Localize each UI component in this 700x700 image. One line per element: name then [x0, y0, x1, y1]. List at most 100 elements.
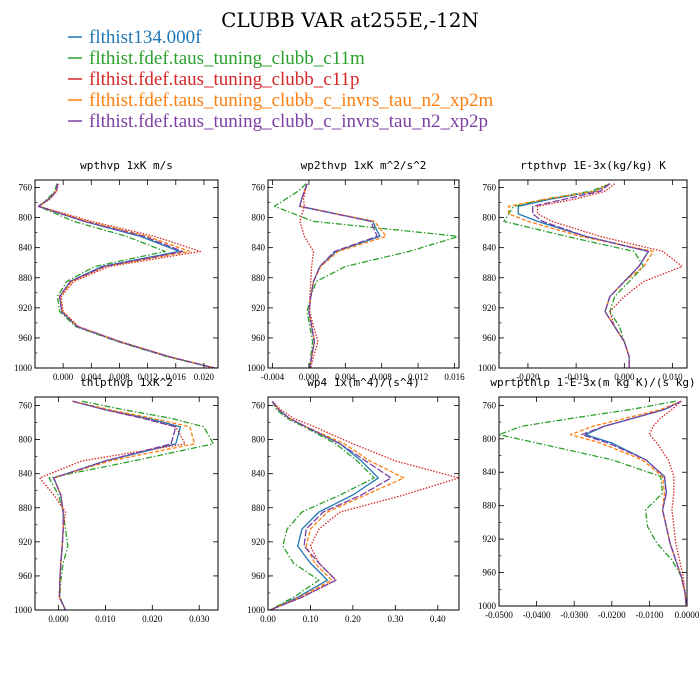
series-group: [37, 183, 215, 368]
x-tick-label: -0.004: [261, 372, 285, 382]
chart-panel: thlpthvp 1xK^2 760 800 840 880 920 960 1000 0.00…: [14, 376, 219, 624]
y-tick-label: 920: [19, 537, 33, 547]
series-group: [269, 400, 459, 610]
y-tick-label: 760: [483, 183, 497, 193]
y-tick-label: 760: [19, 183, 33, 193]
series-line-orange: [53, 400, 196, 610]
x-tick-label: 0.012: [137, 372, 157, 382]
panel-frame: [498, 396, 688, 607]
panel-frame: [34, 396, 219, 611]
series-line-purple: [53, 400, 177, 610]
x-tick-label: 0.010: [662, 372, 683, 382]
x-tick-label: 0.20: [345, 614, 361, 624]
series-line-red: [299, 183, 319, 368]
x-tick-label: 0.012: [408, 372, 428, 382]
panel-frame: [267, 396, 460, 611]
chart-panels: wpthvp 1xK m/s 760 800 840 880 920 960 1000 0.00…: [14, 159, 700, 624]
x-tick-label: 0.008: [109, 372, 130, 382]
legend-entry: flthist.fdef.taus_tuning_clubb_c11m: [89, 48, 365, 69]
series-line-green: [48, 400, 214, 610]
chart-panel: rtpthvp 1E-3x(kg/kg) K 760 800 840 880 920 960…: [478, 159, 688, 382]
series-line-purple: [299, 183, 378, 368]
series-line-red: [38, 183, 215, 368]
series-line-orange: [507, 183, 654, 368]
y-tick-label: 880: [252, 273, 266, 283]
panel-frame: [498, 179, 688, 369]
x-tick-label: 0.016: [166, 372, 187, 382]
x-tick-label: 0.004: [335, 372, 356, 382]
panel-title: wprtpthlp 1-E-3x(m kg K)/(s kg): [490, 376, 695, 389]
y-tick-label: 1000: [478, 363, 497, 373]
series-line-purple: [37, 183, 215, 368]
x-tick-label: 0.020: [142, 614, 163, 624]
y-tick-label: 1000: [478, 601, 497, 611]
series-line-green: [37, 183, 215, 368]
chart-panel: wpthvp 1xK m/s 760 800 840 880 920 960 1000 0.00…: [14, 159, 219, 382]
series-line-red: [269, 400, 459, 610]
y-tick-label: 880: [483, 501, 497, 511]
y-tick-label: 920: [252, 303, 266, 313]
series-line-blue: [53, 400, 182, 610]
y-tick-label: 760: [252, 183, 266, 193]
series-line-purple: [532, 183, 650, 368]
legend-entry: flthist.fdef.taus_tuning_clubb_c_invrs_t…: [89, 90, 493, 111]
series-group: [503, 183, 683, 368]
series-group: [39, 400, 214, 610]
x-tick-label: 0.000: [614, 372, 635, 382]
y-tick-label: 800: [483, 213, 497, 223]
panel-title: wp2thvp 1xK m^2/s^2: [301, 159, 427, 172]
chart-panel: wp2thvp 1xK m^2/s^2 760 800 840 880 920 960 100…: [247, 159, 465, 382]
y-tick-label: 960: [252, 571, 266, 581]
panel-frame: [34, 179, 219, 369]
y-tick-label: 840: [483, 243, 497, 253]
y-tick-label: 800: [252, 213, 266, 223]
series-line-orange: [37, 183, 215, 368]
panel-title: wpthvp 1xK m/s: [80, 159, 173, 172]
x-tick-label: 0.004: [81, 372, 102, 382]
y-tick-label: 960: [483, 568, 497, 578]
series-line-green: [269, 400, 375, 610]
chart-panel: wprtpthlp 1-E-3x(m kg K)/(s kg) 760 800 840…: [478, 376, 700, 620]
x-tick-label: -0.0300: [560, 610, 588, 620]
y-tick-label: 800: [19, 435, 33, 445]
x-tick-label: 0.000: [299, 372, 320, 382]
x-tick-label: 0.008: [372, 372, 393, 382]
y-tick-label: 920: [19, 303, 33, 313]
series-line-blue: [584, 400, 687, 606]
x-tick-label: -0.020: [516, 372, 540, 382]
x-tick-label: 0.000: [48, 614, 69, 624]
series-group: [499, 400, 687, 606]
panel-title: thlpthvp 1xK^2: [80, 376, 173, 389]
y-tick-label: 840: [19, 469, 33, 479]
y-tick-label: 840: [252, 469, 266, 479]
x-tick-label: -0.0200: [598, 610, 626, 620]
series-line-blue: [517, 183, 650, 368]
y-tick-label: 840: [19, 243, 33, 253]
y-tick-label: 920: [483, 303, 497, 313]
x-tick-label: 0.30: [387, 614, 403, 624]
y-tick-label: 1000: [247, 605, 266, 615]
series-line-green: [273, 183, 459, 368]
x-tick-label: -0.0400: [523, 610, 551, 620]
y-tick-label: 800: [483, 434, 497, 444]
y-tick-label: 760: [19, 401, 33, 411]
x-tick-label: 0.10: [303, 614, 319, 624]
panel-title: wp4 1x(m^4)/(s^4): [307, 376, 420, 389]
legend-entry: flthist.fdef.taus_tuning_clubb_c11p: [89, 69, 360, 90]
y-tick-label: 880: [252, 503, 266, 513]
y-tick-label: 840: [252, 243, 266, 253]
series-line-red: [536, 183, 683, 368]
y-tick-label: 760: [252, 401, 266, 411]
series-line-purple: [269, 400, 392, 610]
chart-panel: wp4 1x(m^4)/(s^4) 760 800 840 880 920 960 1000 0…: [247, 376, 460, 624]
x-tick-label: -0.010: [565, 372, 589, 382]
y-tick-label: 920: [252, 537, 266, 547]
series-line-orange: [569, 400, 687, 606]
y-tick-label: 880: [483, 273, 497, 283]
y-tick-label: 800: [252, 435, 266, 445]
y-tick-label: 960: [483, 333, 497, 343]
figure-title: CLUBB VAR at255E,-12N: [221, 8, 479, 32]
y-tick-label: 920: [483, 534, 497, 544]
series-line-green: [503, 183, 645, 368]
x-tick-label: 0.020: [194, 372, 215, 382]
